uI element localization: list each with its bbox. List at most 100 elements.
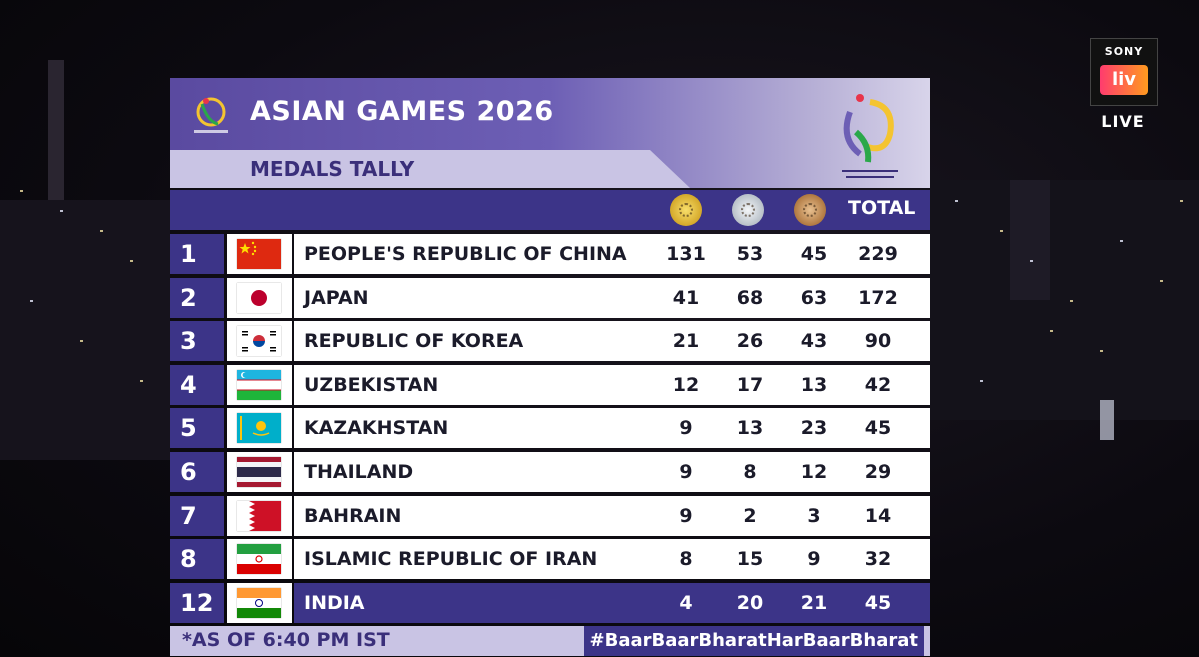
country-name: JAPAN bbox=[304, 286, 369, 309]
country-cell: UZBEKISTAN 12 17 13 42 bbox=[294, 364, 930, 405]
table-row: 4 UZBEKISTAN 12 17 13 42 bbox=[170, 364, 930, 405]
country-name: KAZAKHSTAN bbox=[304, 417, 449, 440]
rank: 2 bbox=[170, 277, 224, 318]
country-cell: THAILAND 9 8 12 29 bbox=[294, 451, 930, 492]
medals-table: 1 PEOPLE'S REPUBLIC OF CHINA 131 53 45 2… bbox=[170, 234, 930, 626]
country-name: PEOPLE'S REPUBLIC OF CHINA bbox=[304, 243, 627, 265]
flag-cell bbox=[227, 451, 292, 492]
korea-flag-icon bbox=[237, 326, 281, 357]
silver-count: 8 bbox=[743, 460, 757, 483]
country-cell: INDIA 4 20 21 45 bbox=[294, 582, 930, 623]
bronze-count: 13 bbox=[800, 373, 828, 396]
total-count: 172 bbox=[858, 286, 898, 309]
gold-count: 9 bbox=[679, 460, 693, 483]
gold-count: 9 bbox=[679, 504, 693, 527]
rank: 3 bbox=[170, 321, 224, 362]
country-name: BAHRAIN bbox=[304, 504, 402, 527]
silver-count: 20 bbox=[736, 591, 764, 614]
total-header: TOTAL bbox=[848, 197, 916, 219]
bronze-count: 43 bbox=[800, 330, 828, 353]
india-flag-icon bbox=[237, 587, 281, 618]
gold-count: 9 bbox=[679, 417, 693, 440]
silver-count: 53 bbox=[736, 243, 764, 265]
gold-count: 41 bbox=[672, 286, 700, 309]
sony-label: SONY bbox=[1104, 45, 1144, 58]
subtitle: MEDALS TALLY bbox=[250, 157, 415, 181]
total-count: 45 bbox=[864, 417, 892, 440]
rank: 6 bbox=[170, 451, 224, 492]
table-row: 5 KAZAKHSTAN 9 13 23 45 bbox=[170, 408, 930, 449]
silver-count: 2 bbox=[743, 504, 757, 527]
total-count: 32 bbox=[864, 548, 892, 571]
rank: 8 bbox=[170, 539, 224, 580]
country-name: UZBEKISTAN bbox=[304, 373, 439, 396]
country-name: REPUBLIC OF KOREA bbox=[304, 330, 524, 353]
flag-cell bbox=[227, 234, 292, 274]
bronze-count: 9 bbox=[807, 548, 821, 571]
sony-liv-logo: SONY liv bbox=[1090, 38, 1158, 106]
rank: 5 bbox=[170, 408, 224, 449]
total-count: 29 bbox=[864, 460, 892, 483]
liv-label: liv bbox=[1100, 65, 1148, 95]
country-name: ISLAMIC REPUBLIC OF IRAN bbox=[304, 548, 598, 571]
country-cell: REPUBLIC OF KOREA 21 26 43 90 bbox=[294, 321, 930, 362]
japan-flag-icon bbox=[237, 282, 281, 313]
table-row: 8 ISLAMIC REPUBLIC OF IRAN 8 15 9 32 bbox=[170, 539, 930, 580]
silver-count: 68 bbox=[736, 286, 764, 309]
asian-games-logo-icon bbox=[842, 94, 898, 178]
flag-cell bbox=[227, 582, 292, 623]
as-of-timestamp: *AS OF 6:40 PM IST bbox=[182, 629, 390, 651]
table-row: 7 BAHRAIN 9 2 3 14 bbox=[170, 495, 930, 536]
thailand-flag-icon bbox=[237, 456, 281, 487]
table-row: 1 PEOPLE'S REPUBLIC OF CHINA 131 53 45 2… bbox=[170, 234, 930, 274]
flag-cell bbox=[227, 408, 292, 449]
flag-cell bbox=[227, 364, 292, 405]
medals-board: ASIAN GAMES 2026 MEDALS TALLY TOTAL 1 bbox=[170, 78, 930, 656]
sony-liv-brand: SONY liv LIVE bbox=[1090, 38, 1158, 131]
bronze-count: 45 bbox=[800, 243, 828, 265]
country-name: INDIA bbox=[304, 591, 365, 614]
bronze-medal-icon bbox=[794, 194, 826, 226]
flag-cell bbox=[227, 321, 292, 362]
flag-cell bbox=[227, 495, 292, 536]
gold-count: 12 bbox=[672, 373, 700, 396]
table-row: 2 JAPAN 41 68 63 172 bbox=[170, 277, 930, 318]
rank: 12 bbox=[170, 582, 224, 623]
subtitle-bar: MEDALS TALLY bbox=[170, 150, 690, 188]
total-count: 45 bbox=[864, 591, 892, 614]
bronze-count: 23 bbox=[800, 417, 828, 440]
country-cell: BAHRAIN 9 2 3 14 bbox=[294, 495, 930, 536]
country-cell: JAPAN 41 68 63 172 bbox=[294, 277, 930, 318]
page-title: ASIAN GAMES 2026 bbox=[250, 96, 554, 127]
live-badge: LIVE bbox=[1101, 112, 1145, 131]
silver-count: 26 bbox=[736, 330, 764, 353]
rank: 1 bbox=[170, 234, 224, 274]
silver-count: 17 bbox=[736, 373, 764, 396]
country-cell: ISLAMIC REPUBLIC OF IRAN 8 15 9 32 bbox=[294, 539, 930, 580]
bronze-count: 3 bbox=[807, 504, 821, 527]
bahrain-flag-icon bbox=[237, 500, 281, 531]
total-count: 90 bbox=[864, 330, 892, 353]
column-header: TOTAL bbox=[170, 190, 930, 230]
total-count: 42 bbox=[864, 373, 892, 396]
hashtag: #BaarBaarBharatHarBaarBharat bbox=[583, 626, 924, 656]
bronze-count: 21 bbox=[800, 591, 828, 614]
gold-count: 131 bbox=[666, 243, 706, 265]
uzbekistan-flag-icon bbox=[237, 369, 281, 400]
table-row: 3 REPUBLIC OF KOREA 21 26 43 90 bbox=[170, 321, 930, 362]
flag-cell bbox=[227, 539, 292, 580]
country-cell: PEOPLE'S REPUBLIC OF CHINA 131 53 45 229 bbox=[294, 234, 930, 274]
table-row-highlighted: 12 INDIA 4 20 21 45 bbox=[170, 582, 930, 623]
total-count: 229 bbox=[858, 243, 898, 265]
china-flag-icon bbox=[237, 239, 281, 269]
kazakhstan-flag-icon bbox=[237, 413, 281, 444]
board-header: ASIAN GAMES 2026 MEDALS TALLY bbox=[170, 78, 930, 188]
bronze-count: 12 bbox=[800, 460, 828, 483]
silver-medal-icon bbox=[732, 194, 764, 226]
gold-count: 8 bbox=[679, 548, 693, 571]
rank: 4 bbox=[170, 364, 224, 405]
gold-count: 21 bbox=[672, 330, 700, 353]
country-name: THAILAND bbox=[304, 460, 414, 483]
iran-flag-icon bbox=[237, 544, 281, 575]
gold-count: 4 bbox=[679, 591, 693, 614]
